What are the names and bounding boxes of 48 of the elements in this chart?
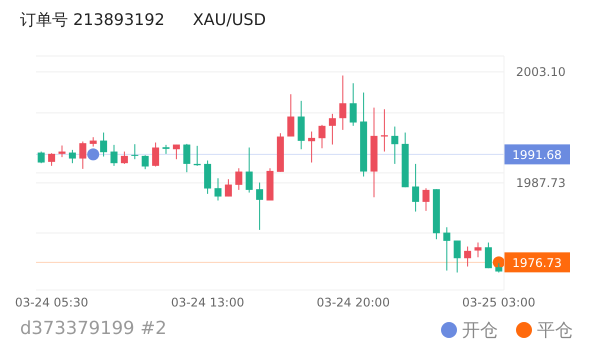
- x-tick-label: 03-24 20:00: [316, 296, 390, 310]
- candlestick: [131, 144, 138, 160]
- candlestick: [484, 242, 492, 269]
- candlestick: [308, 131, 316, 164]
- candlestick: [100, 132, 108, 158]
- candlestick: [58, 145, 66, 158]
- candlestick: [443, 226, 450, 272]
- legend-label: 平仓: [537, 319, 573, 342]
- ref-line-label: 1976.73: [512, 256, 562, 270]
- candlestick: [38, 151, 45, 164]
- candlestick: [391, 126, 398, 164]
- legend-label: 开仓: [462, 319, 498, 342]
- chart-title: 订单号 213893192: [20, 10, 165, 29]
- candlestick: [256, 182, 264, 230]
- candlestick: [142, 154, 149, 170]
- candlestick: [350, 82, 357, 126]
- y-tick-label: 2003.10: [516, 65, 566, 80]
- candlestick: [380, 108, 388, 152]
- candlestick: [495, 262, 502, 274]
- candlestick: [110, 144, 118, 166]
- candlestick: [224, 178, 232, 198]
- candlestick: [90, 136, 97, 148]
- candlestick: [172, 144, 180, 160]
- candlestick: [152, 142, 160, 167]
- x-tick-label: 03-25 03:00: [462, 296, 536, 310]
- candlestick: [422, 188, 430, 212]
- candlestick: [287, 94, 294, 138]
- ref-line-label: 1991.68: [512, 148, 562, 162]
- candlestick: [328, 113, 336, 146]
- candlestick: [412, 163, 420, 212]
- candlestick: [454, 240, 461, 274]
- candlestick: [68, 149, 76, 164]
- y-tick-label: 1987.73: [516, 176, 566, 190]
- candlestick: [120, 151, 128, 164]
- candlestick: [235, 168, 242, 190]
- candlestick: [318, 124, 326, 149]
- x-tick-label: 03-24 05:30: [14, 296, 88, 310]
- candlestick: [246, 147, 253, 194]
- chart-subtitle: XAU/USD: [192, 10, 266, 29]
- candlestick: [79, 141, 86, 170]
- x-tick-label: 03-24 13:00: [170, 296, 244, 310]
- candlestick: [183, 143, 190, 173]
- candlestick: [474, 242, 482, 258]
- candlestick: [339, 75, 346, 130]
- candlestick: [464, 246, 472, 268]
- candlestick: [214, 178, 222, 202]
- text: d373379199 #2: [20, 318, 167, 339]
- candlestick: [48, 152, 56, 166]
